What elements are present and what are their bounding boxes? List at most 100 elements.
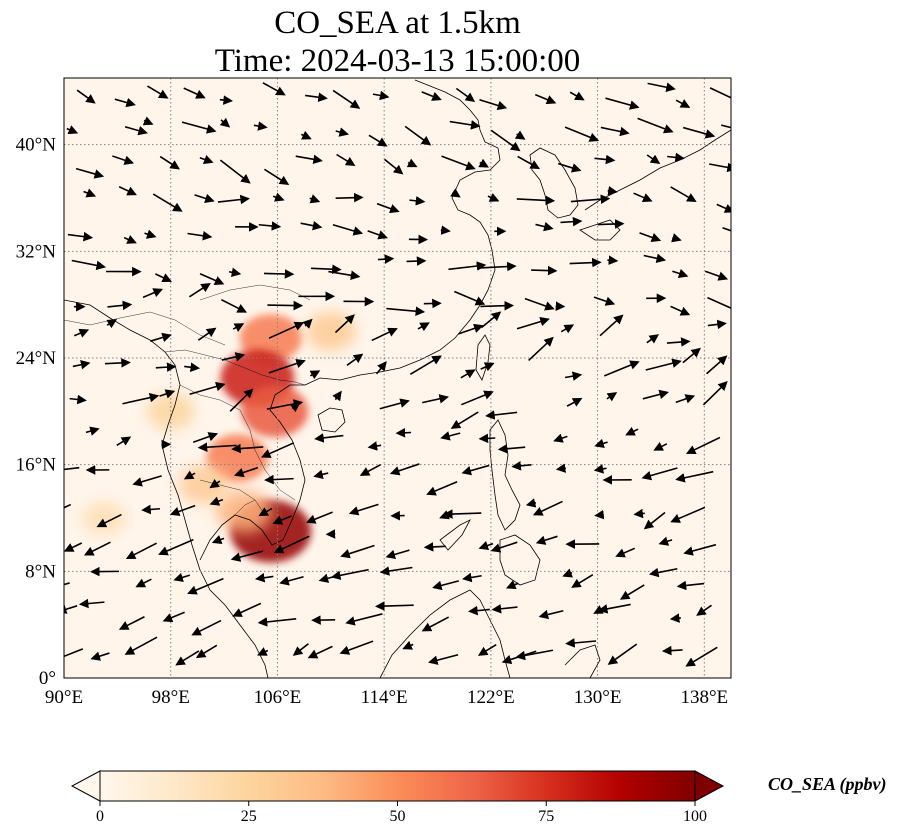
wind-arrow <box>71 259 106 271</box>
wind-arrow <box>485 410 518 420</box>
wind-arrow <box>197 442 237 452</box>
wind-arrow <box>669 613 681 623</box>
wind-arrow <box>704 270 729 281</box>
wind-arrow <box>339 640 374 655</box>
wind-arrow <box>85 426 100 436</box>
wind-arrow <box>641 467 678 481</box>
wind-arrow <box>477 261 517 272</box>
wind-arrow <box>454 290 486 306</box>
wind-arrow <box>107 300 133 311</box>
wind-arrow <box>64 503 72 509</box>
concentration-hotspot <box>178 465 230 505</box>
wind-arrow <box>142 288 164 299</box>
wind-arrow <box>118 185 137 196</box>
wind-arrow <box>534 93 557 105</box>
wind-arrow <box>607 643 638 665</box>
wind-arrow <box>175 650 200 666</box>
wind-arrow <box>443 509 482 519</box>
latitude-tick-label: 40°N <box>16 135 57 156</box>
colorbar-tick-label: 0 <box>96 808 104 825</box>
wind-arrow <box>643 253 667 264</box>
wind-arrow <box>605 97 640 110</box>
wind-arrow <box>477 643 497 656</box>
wind-arrow <box>144 229 157 239</box>
wind-arrow <box>376 202 400 214</box>
wind-arrow <box>658 536 673 546</box>
wind-arrow <box>480 300 515 311</box>
wind-arrow <box>309 370 321 380</box>
wind-arrow <box>118 616 145 630</box>
wind-arrow <box>670 305 691 316</box>
wind-arrow <box>597 603 631 614</box>
wind-arrow <box>379 398 410 410</box>
wind-arrow <box>195 644 218 659</box>
latitude-tick-label: 0° <box>39 668 56 689</box>
colorbar: 0 25 50 75 100 CO_SEA (ppbv) <box>70 770 887 825</box>
wind-arrow <box>64 542 83 552</box>
wind-arrow <box>292 643 309 656</box>
wind-arrow <box>389 463 420 476</box>
wind-arrow <box>141 504 161 515</box>
wind-arrow <box>254 572 274 583</box>
wind-arrow <box>633 508 645 519</box>
wind-arrow <box>649 567 678 578</box>
wind-arrow <box>460 369 476 379</box>
wind-arrow <box>642 389 669 400</box>
wind-arrow <box>468 605 490 616</box>
wind-arrow <box>332 390 342 402</box>
wind-arrow <box>279 575 304 586</box>
wind-arrow <box>402 640 414 650</box>
wind-arrow <box>428 654 459 665</box>
wind-arrow <box>675 470 714 483</box>
wind-arrow <box>228 267 242 278</box>
wind-arrow <box>64 466 80 471</box>
wind-arrow <box>332 89 361 109</box>
wind-arrow <box>461 390 494 406</box>
wind-arrow <box>525 498 537 508</box>
wind-arrow <box>96 513 122 528</box>
wind-arrow <box>696 604 712 616</box>
wind-arrow <box>197 327 217 341</box>
wind-arrow <box>142 116 154 126</box>
wind-arrow <box>675 394 696 404</box>
wind-arrow <box>564 371 583 381</box>
wind-arrow <box>90 651 110 661</box>
wind-arrow <box>646 154 661 165</box>
wind-arrow <box>516 195 556 206</box>
wind-arrow <box>150 332 172 343</box>
wind-arrow <box>272 192 285 202</box>
wind-arrow <box>106 319 118 329</box>
wind-arrow <box>159 389 176 399</box>
wind-arrow <box>69 394 87 405</box>
wind-arrow <box>569 257 602 268</box>
colorbar-ticks: 0 25 50 75 100 <box>96 801 707 825</box>
colorbar-label: CO_SEA (ppbv) <box>768 774 887 795</box>
wind-arrow <box>709 87 731 99</box>
longitude-tick-label: 98°E <box>152 687 190 708</box>
wind-arrow <box>367 230 388 240</box>
wind-arrow <box>258 507 273 517</box>
wind-arrow <box>661 645 683 656</box>
wind-arrow <box>490 541 518 553</box>
wind-arrow <box>154 273 172 283</box>
longitude-tick-labels: 90°E 98°E 106°E 114°E 122°E 130°E 138°E <box>45 687 728 708</box>
wind-arrow <box>716 203 731 213</box>
wind-arrow <box>268 358 306 374</box>
wind-arrow <box>124 636 158 655</box>
concentration-hotspot <box>81 500 127 536</box>
wind-arrow <box>187 577 224 595</box>
colorbar-tick-label: 50 <box>390 808 406 825</box>
wind-arrow <box>600 126 630 137</box>
wind-arrow <box>234 466 259 478</box>
wind-arrow <box>637 117 674 134</box>
wind-arrow <box>647 82 676 92</box>
colorbar-extend-right <box>694 770 725 802</box>
wind-arrow <box>666 337 691 347</box>
wind-arrow <box>273 535 310 554</box>
wind-arrow <box>199 154 214 164</box>
wind-arrow <box>181 121 217 134</box>
wind-arrow <box>619 584 645 600</box>
wind-arrow <box>268 321 305 339</box>
wind-arrow <box>426 480 458 496</box>
